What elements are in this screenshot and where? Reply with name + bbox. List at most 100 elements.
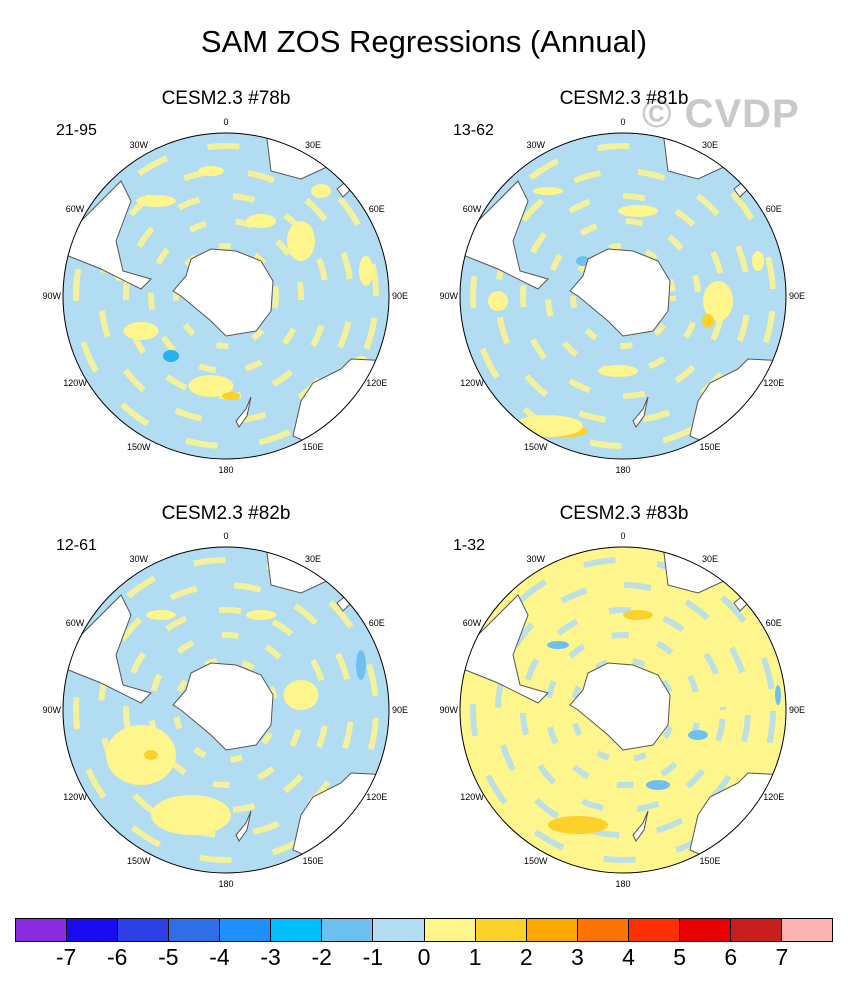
- anomaly-band: [520, 607, 726, 813]
- colorbar-tick-label: -4: [209, 944, 230, 970]
- new-zealand-landmass: [235, 396, 252, 428]
- longitude-label: 90W: [42, 705, 62, 715]
- longitude-label: 30W: [129, 140, 149, 151]
- colorbar-swatch: [781, 919, 832, 941]
- anomaly-patch: [198, 166, 224, 176]
- antarctica-landmass: [172, 248, 274, 337]
- colorbar-swatch: [373, 919, 425, 941]
- longitude-label: 150E: [302, 441, 324, 452]
- anomaly-patch: [488, 291, 508, 311]
- map-boundary: [459, 132, 787, 460]
- longitude-label: 150W: [524, 855, 548, 866]
- longitude-label: 120E: [366, 378, 388, 388]
- longitude-label: 120W: [460, 378, 484, 388]
- colorbar-tick-label: 3: [570, 944, 584, 970]
- colorbar-swatch: [424, 919, 476, 941]
- longitude-label: 90E: [392, 705, 409, 715]
- colorbar-swatch: [475, 919, 527, 941]
- panel-3-title: CESM2.3 #82b: [161, 503, 291, 524]
- anomaly-band: [148, 218, 304, 374]
- colorbar-tick-label: -1: [362, 944, 384, 970]
- colorbar-swatch: [220, 919, 272, 941]
- anomaly-patch: [618, 205, 658, 217]
- cvdp-watermark: © CVDP: [642, 92, 800, 136]
- south-america-landmass: [460, 180, 549, 290]
- panel-4-title: CESM2.3 #83b: [559, 503, 689, 524]
- longitude-label: 150E: [699, 441, 721, 452]
- longitude-label: 150W: [524, 441, 548, 452]
- panel-2-title: CESM2.3 #81b: [559, 88, 689, 109]
- anomaly-patch: [703, 281, 733, 321]
- anomaly-band: [545, 632, 701, 788]
- colorbar-swatch: [322, 919, 374, 941]
- longitude-label: 30E: [702, 554, 719, 565]
- colorbar-tick-label: -3: [260, 944, 281, 970]
- longitude-label: 30E: [305, 554, 322, 565]
- anomaly-band: [570, 243, 676, 349]
- panel-1-title: CESM2.3 #78b: [161, 88, 291, 109]
- colorbar-tick-label: 4: [622, 944, 635, 970]
- anomaly-patch: [136, 195, 176, 207]
- anomaly-patch: [533, 187, 563, 195]
- longitude-label: 180: [615, 879, 631, 889]
- panel-1-range: 21-95: [56, 122, 97, 139]
- longitude-label: 60E: [765, 618, 782, 628]
- longitude-label: 60E: [368, 618, 385, 628]
- colorbar-tick-label: 6: [724, 944, 738, 970]
- longitude-label: 0: [620, 117, 626, 127]
- longitude-label: 60E: [765, 204, 782, 214]
- longitude-label: 180: [615, 465, 631, 475]
- anomaly-patch: [359, 256, 373, 286]
- colorbar-swatch: [577, 919, 629, 941]
- anomaly-band: [73, 143, 379, 449]
- panel-2-range: 13-62: [453, 122, 494, 139]
- anomaly-band: [495, 582, 751, 838]
- longitude-label: 150W: [127, 855, 151, 866]
- longitude-label: 90W: [42, 291, 62, 301]
- longitude-label: 90E: [789, 291, 806, 301]
- longitude-label: 0: [223, 117, 229, 127]
- colorbar-labels: -7 -6 -5 -4 -3 -2 -1 0 1 2 3 4 5 6 7: [15, 944, 833, 974]
- new-zealand-landmass: [632, 810, 649, 842]
- south-america-landmass: [460, 594, 549, 704]
- longitude-label: 60W: [65, 204, 85, 214]
- new-zealand-landmass: [235, 810, 252, 842]
- longitude-label: 120E: [763, 378, 785, 388]
- antarctica-landmass: [172, 662, 274, 751]
- anomaly-patch: [188, 375, 234, 397]
- panel-3-range: 12-61: [56, 537, 97, 554]
- anomaly-patch: [356, 650, 366, 680]
- polar-map-panel-2: [459, 132, 787, 460]
- anomaly-patch: [146, 610, 176, 620]
- anomaly-band: [73, 557, 379, 863]
- longitude-label: 120W: [460, 792, 484, 802]
- longitude-label: 120E: [366, 792, 388, 802]
- colorbar-swatch: [67, 919, 119, 941]
- longitude-label: 90E: [392, 291, 409, 301]
- anomaly-patch: [775, 685, 781, 705]
- map-boundary: [62, 546, 390, 874]
- anomaly-patch: [623, 610, 653, 620]
- antarctica-landmass: [569, 248, 671, 337]
- anomaly-patch: [287, 221, 315, 261]
- longitude-label: 30W: [526, 140, 546, 151]
- longitude-label: 60E: [368, 204, 385, 214]
- anomaly-band: [123, 607, 329, 813]
- anomaly-band: [520, 193, 726, 399]
- south-america-landmass: [63, 594, 152, 704]
- colorbar-swatch: [169, 919, 221, 941]
- anomaly-patch: [688, 730, 708, 740]
- colorbar-swatch: [526, 919, 578, 941]
- colorbar-tick-label: -7: [55, 944, 77, 970]
- anomaly-band: [470, 557, 776, 863]
- anomaly-patch: [311, 184, 331, 198]
- longitude-label: 30W: [526, 554, 546, 565]
- colorbar-tick-label: 5: [673, 944, 687, 970]
- longitude-label: 0: [223, 531, 229, 541]
- anomaly-patch: [144, 750, 158, 760]
- colorbar-swatch: [271, 919, 323, 941]
- anomaly-patch: [246, 214, 276, 228]
- colorbar-swatch: [16, 919, 68, 941]
- anomaly-band: [470, 143, 776, 449]
- colorbar-swatch: [118, 919, 170, 941]
